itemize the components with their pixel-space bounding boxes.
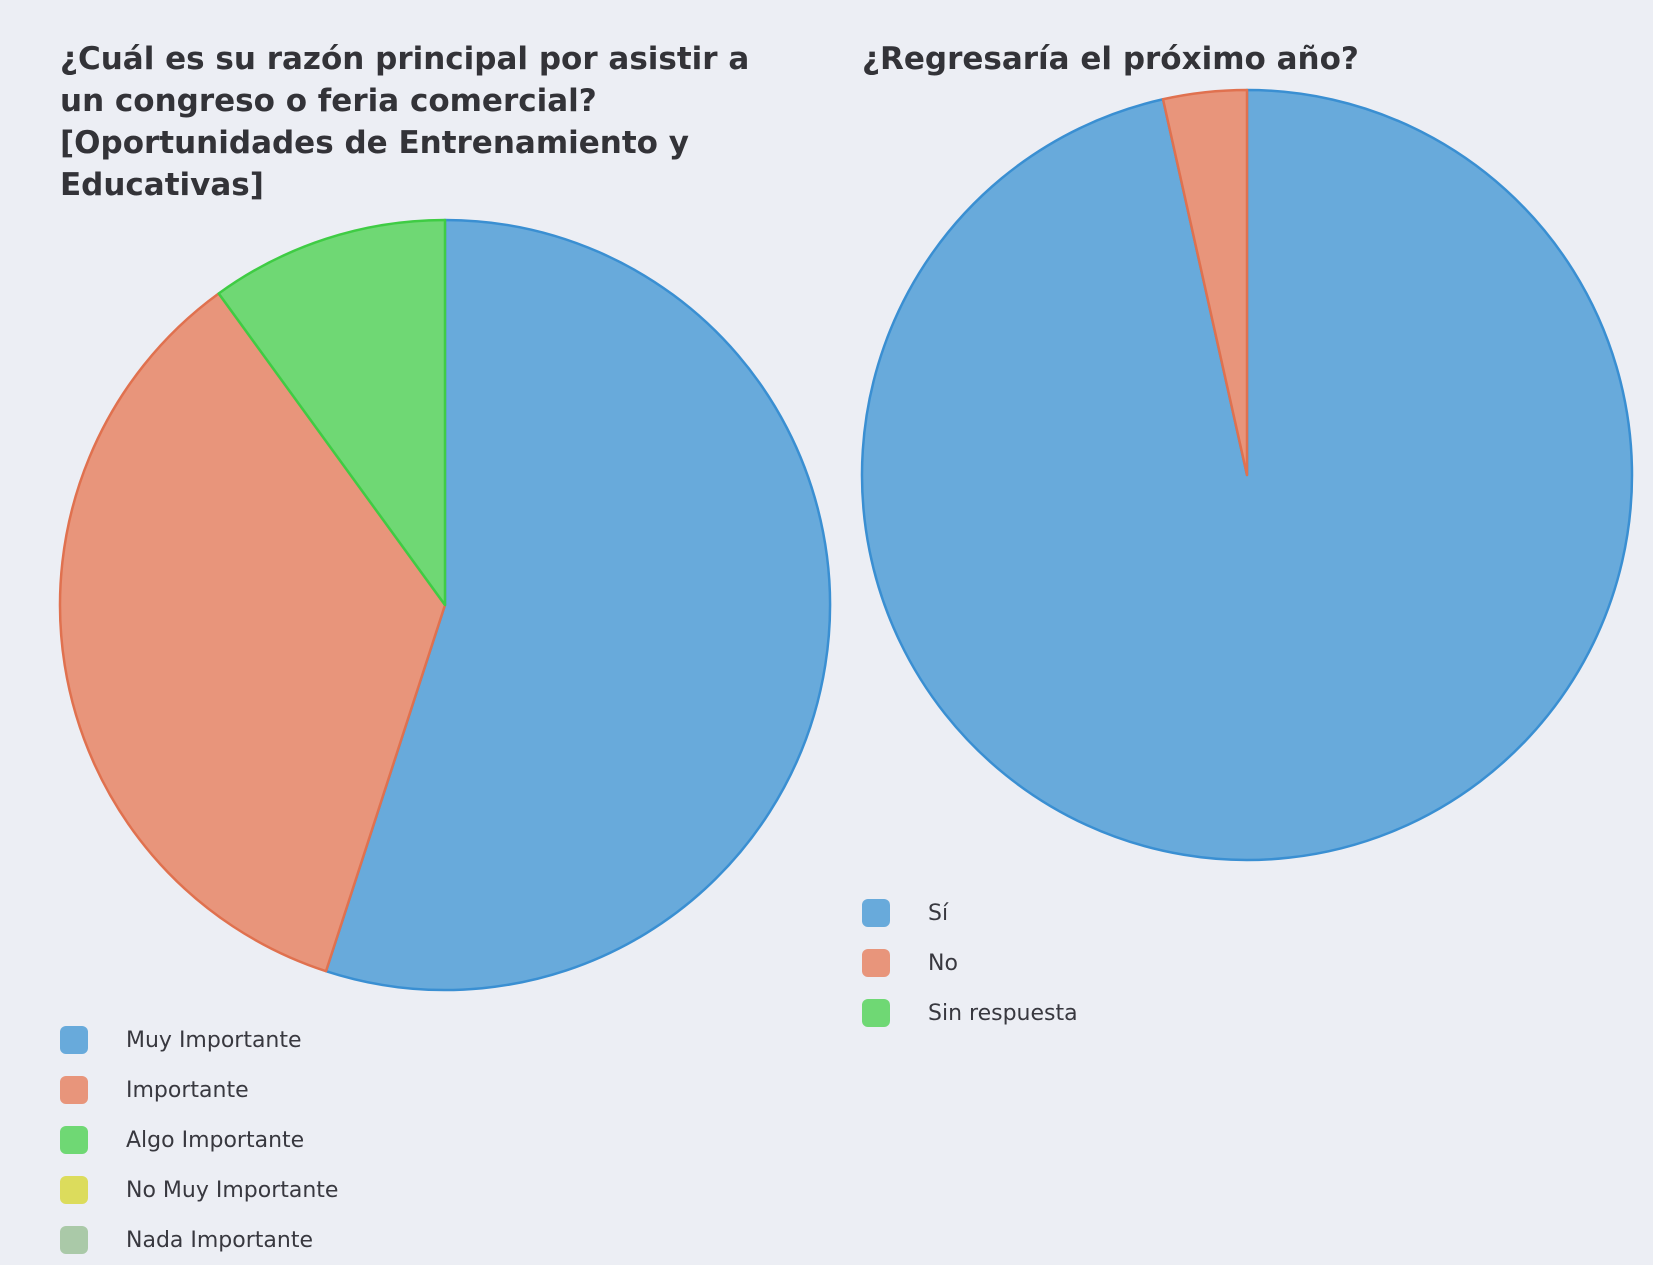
legend-item: No Muy Importante <box>60 1165 338 1215</box>
pie-slice-algo-importante <box>217 218 447 607</box>
legend-item: Algo Importante <box>60 1115 338 1165</box>
pie-slice-no <box>1161 88 1249 477</box>
legend-right: Sí No Sin respuesta <box>862 888 1078 1038</box>
pie-chart-left <box>58 218 832 992</box>
legend-swatch <box>862 949 890 977</box>
legend-swatch <box>60 1026 88 1054</box>
legend-swatch <box>60 1176 88 1204</box>
chart-title: ¿Regresaría el próximo año? <box>862 41 1359 77</box>
legend-swatch <box>862 899 890 927</box>
legend-label: Muy Importante <box>126 1027 302 1053</box>
pie-chart-right <box>860 88 1634 862</box>
legend-item: Sí <box>862 888 1078 938</box>
legend-label: Algo Importante <box>126 1127 305 1153</box>
legend-swatch <box>60 1226 88 1254</box>
chart-panel-right: ¿Regresaría el próximo año? Sí No Sin resp… <box>840 0 1653 1258</box>
legend-label: No Muy Importante <box>126 1177 339 1203</box>
legend-item: Sin respuesta <box>862 988 1078 1038</box>
pie-slice-muy-importante <box>324 218 832 992</box>
legend-item: Muy Importante <box>60 1015 338 1065</box>
legend-label: Sin respuesta <box>928 1000 1078 1026</box>
legend-item: Nada Importante <box>60 1215 338 1265</box>
legend-item: Importante <box>60 1065 338 1115</box>
chart-panel-left: ¿Cuál es su razón principal por asistir … <box>58 41 832 1254</box>
legend-swatch <box>60 1126 88 1154</box>
legend-label: Importante <box>126 1077 249 1103</box>
legend-label: No <box>928 950 958 976</box>
legend-label: Sí <box>928 900 949 926</box>
legend-swatch <box>60 1076 88 1104</box>
chart-title: ¿Cuál es su razón principal por asistir … <box>60 41 750 203</box>
legend-swatch <box>862 999 890 1027</box>
legend-item: No <box>862 938 1078 988</box>
legend-left: Muy Importante Importante Algo Importante N… <box>60 1015 338 1265</box>
legend-label: Nada Importante <box>126 1227 313 1253</box>
pie-slice-importante <box>58 292 447 973</box>
